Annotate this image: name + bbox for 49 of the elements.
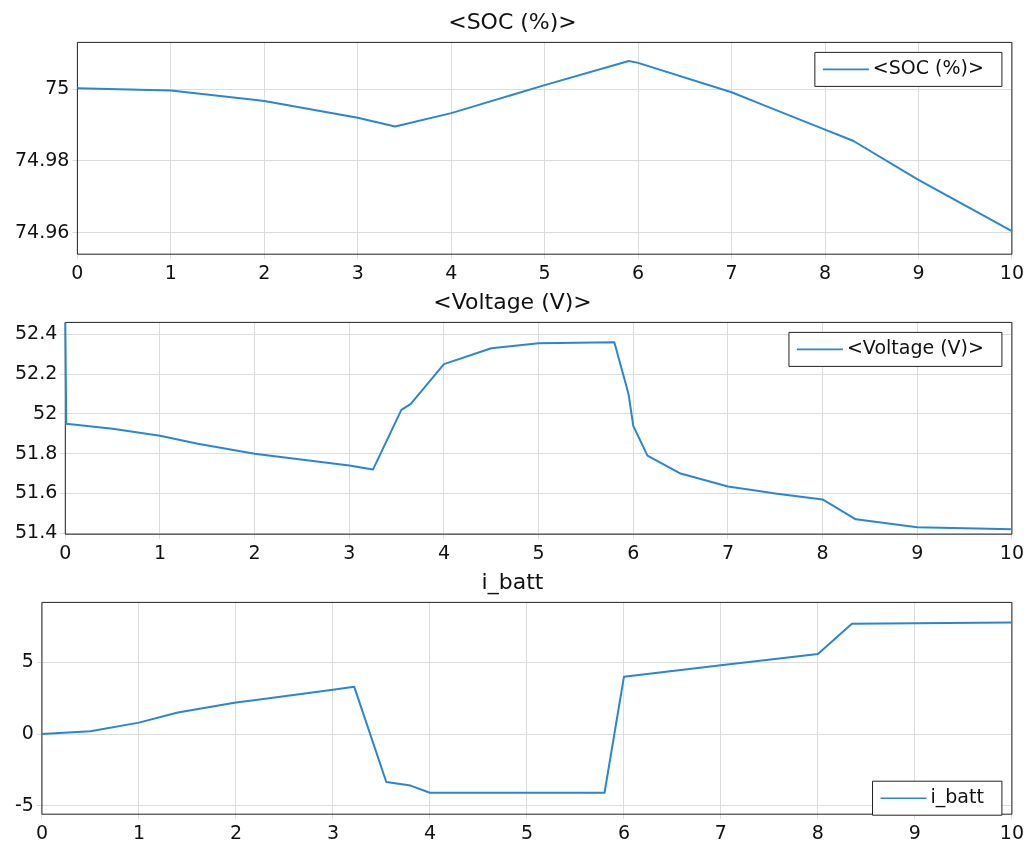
y-tick-label: 52 [33,400,58,423]
legend-label: i_batt [930,785,984,809]
y-tick-label: 74.98 [14,147,70,170]
chart-title: <Voltage (V)> [433,288,592,314]
y-tick-label: 5 [21,649,34,672]
y-tick-label: 51.4 [14,520,58,543]
x-tick-label: 4 [445,260,458,283]
x-tick-label: 2 [229,820,242,843]
x-tick-label: 6 [632,260,645,283]
x-tick-label: 6 [617,820,630,843]
y-tick-label: 52.2 [14,361,58,384]
x-tick-label: 2 [248,540,261,563]
x-tick-label: 5 [532,540,545,563]
x-tick-label: 7 [714,820,727,843]
x-tick-label: 10 [999,260,1025,283]
y-tick-label: 51.6 [14,480,58,503]
x-tick-label: 10 [999,540,1025,563]
y-tick-label: 51.8 [14,440,58,463]
x-tick-label: 1 [153,540,167,563]
y-tick-label: -5 [14,792,34,815]
x-tick-label: 4 [423,820,436,843]
legend-label: <Voltage (V)> [846,336,984,359]
x-tick-label: 2 [258,260,271,283]
x-tick-label: 1 [132,820,145,843]
x-tick-label: 10 [999,820,1025,843]
x-tick-label: 7 [725,260,738,283]
x-tick-label: 5 [520,820,533,843]
x-tick-label: 3 [343,540,356,563]
x-tick-label: 6 [627,540,640,563]
chart-title: <SOC (%)> [448,8,577,34]
x-tick-label: 1 [164,260,177,283]
x-tick-label: 4 [437,540,450,563]
y-tick-label: 52.4 [14,321,58,344]
x-tick-label: 9 [911,540,924,563]
legend-label: <SOC (%)> [872,56,984,79]
y-tick-label: 74.96 [14,219,70,242]
x-tick-label: 0 [71,260,84,283]
x-tick-label: 9 [908,820,921,843]
chart-title: i_batt [481,568,544,595]
y-tick-label: 0 [21,721,34,743]
x-tick-label: 8 [811,820,824,843]
x-tick-label: 5 [538,260,551,283]
x-tick-label: 8 [818,260,832,283]
x-tick-label: 3 [351,260,364,283]
x-tick-label: 9 [912,260,925,283]
x-tick-label: 7 [721,540,734,563]
y-tick-label: 75 [45,76,70,99]
x-tick-label: 3 [326,820,339,843]
x-tick-label: 8 [816,540,829,563]
